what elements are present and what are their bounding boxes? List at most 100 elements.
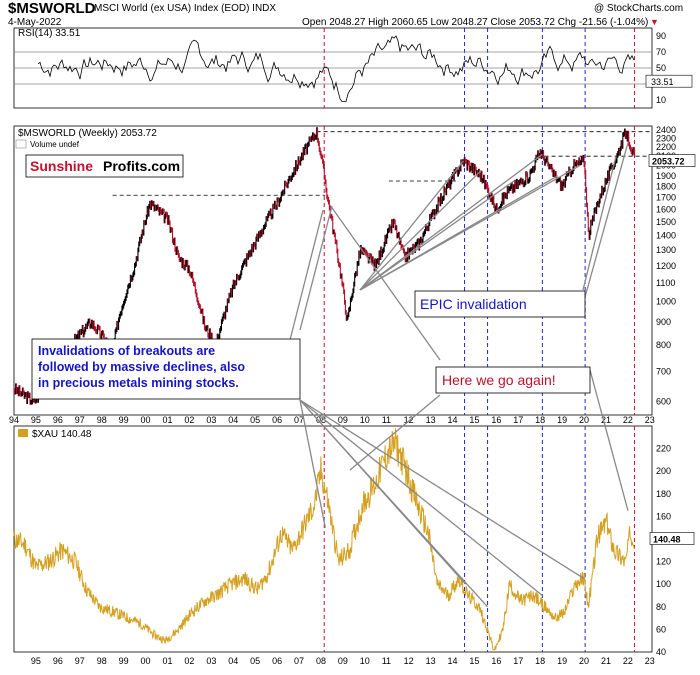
year-tick-label: 06 bbox=[272, 656, 282, 666]
callout-pointer bbox=[359, 160, 464, 291]
year-tick-label: 00 bbox=[141, 415, 151, 425]
year-tick-label: 05 bbox=[250, 415, 260, 425]
callout-pointer bbox=[299, 399, 326, 528]
year-tick-label: 02 bbox=[184, 415, 194, 425]
year-tick-label: 22 bbox=[623, 415, 633, 425]
year-tick-label: 02 bbox=[184, 656, 194, 666]
year-tick-label: 03 bbox=[206, 415, 216, 425]
year-tick-label: 94 bbox=[9, 415, 19, 425]
callout-pointer bbox=[582, 156, 617, 291]
year-tick-label: 03 bbox=[206, 656, 216, 666]
callout-pointer bbox=[299, 205, 333, 331]
price-value-tag-box bbox=[648, 154, 696, 167]
xau-tick-label: 40 bbox=[656, 647, 666, 657]
price-tick-label: 1300 bbox=[656, 245, 676, 255]
xau-tick-label: 120 bbox=[656, 557, 671, 567]
callout-pointer bbox=[299, 399, 585, 580]
year-tick-label: 19 bbox=[557, 656, 567, 666]
year-tick-label: 01 bbox=[162, 415, 172, 425]
year-tick-label: 05 bbox=[250, 656, 260, 666]
xau-line bbox=[13, 428, 636, 651]
xau-tick-label: 200 bbox=[656, 466, 671, 476]
xau-tick-label: 100 bbox=[656, 579, 671, 589]
year-tick-label: 13 bbox=[426, 415, 436, 425]
price-tick-label: 1700 bbox=[656, 193, 676, 203]
year-tick-label: 14 bbox=[447, 415, 457, 425]
chart-symbol: $MSWORLD bbox=[8, 0, 96, 17]
again-box bbox=[435, 366, 591, 394]
year-tick-label: 98 bbox=[97, 656, 107, 666]
year-tick-label: 19 bbox=[557, 415, 567, 425]
price-tick-label: 1400 bbox=[656, 231, 676, 241]
year-tick-label: 16 bbox=[491, 656, 501, 666]
price-tick-label: 2400 bbox=[656, 125, 676, 135]
again-text: Here we go again! bbox=[442, 372, 556, 388]
xau-tick-label: 60 bbox=[656, 624, 666, 634]
rsi-value-tag: 33.51 bbox=[651, 77, 674, 87]
rsi-tick-label: 10 bbox=[656, 95, 666, 105]
year-tick-label: 08 bbox=[316, 656, 326, 666]
xau-legend-swatch bbox=[18, 429, 28, 437]
price-tick-label: 2300 bbox=[656, 133, 676, 143]
year-tick-label: 10 bbox=[360, 656, 370, 666]
callout-pointer bbox=[329, 204, 441, 361]
year-tick-label: 21 bbox=[601, 656, 611, 666]
callout-pointer bbox=[359, 170, 482, 291]
year-tick-label: 96 bbox=[53, 656, 63, 666]
year-tick-label: 14 bbox=[447, 656, 457, 666]
year-tick-label: 12 bbox=[404, 656, 414, 666]
year-tick-label: 07 bbox=[294, 656, 304, 666]
rsi-tick-label: 50 bbox=[656, 63, 666, 73]
year-tick-label: 13 bbox=[426, 656, 436, 666]
brand-part2: Profits.com bbox=[103, 158, 180, 174]
year-tick-label: 09 bbox=[338, 415, 348, 425]
chart-description: MSCI World (ex USA) Index (EOD) INDX bbox=[94, 3, 277, 14]
xau-panel-label: $XAU 140.48 bbox=[32, 429, 92, 440]
price-tick-label: 700 bbox=[656, 366, 671, 376]
year-tick-label: 96 bbox=[53, 415, 63, 425]
attribution: @ StockCharts.com bbox=[594, 3, 684, 14]
year-tick-label: 01 bbox=[162, 656, 172, 666]
callout-pointer bbox=[349, 394, 441, 471]
xau-tick-label: 180 bbox=[656, 489, 671, 499]
callout-pointer bbox=[359, 153, 543, 291]
year-tick-label: 17 bbox=[513, 656, 523, 666]
callout-pointer bbox=[289, 209, 324, 341]
year-tick-label: 18 bbox=[535, 656, 545, 666]
price-panel-frame bbox=[13, 125, 653, 416]
epic-text: EPIC invalidation bbox=[420, 296, 527, 312]
year-tick-label: 00 bbox=[141, 656, 151, 666]
price-tick-label: 800 bbox=[656, 340, 671, 350]
year-tick-label: 04 bbox=[228, 656, 238, 666]
xau-tick-label: 220 bbox=[656, 444, 671, 454]
price-tick-label: 2200 bbox=[656, 142, 676, 152]
quote-summary: Open 2048.27 High 2060.65 Low 2048.27 Cl… bbox=[302, 17, 649, 28]
xau-tick-label: 160 bbox=[656, 511, 671, 521]
year-tick-label: 11 bbox=[382, 415, 391, 425]
year-tick-label: 08 bbox=[316, 415, 326, 425]
year-tick-label: 95 bbox=[31, 415, 41, 425]
price-tick-label: 1900 bbox=[656, 171, 676, 181]
year-tick-label: 10 bbox=[360, 415, 370, 425]
invalidations-text-line: followed by massive declines, also bbox=[38, 360, 245, 374]
callout-pointer bbox=[579, 142, 629, 316]
xau-value-tag: 140.48 bbox=[653, 534, 681, 544]
price-tick-label: 1000 bbox=[656, 296, 676, 306]
rsi-panel-label: RSI(14) 33.51 bbox=[18, 28, 81, 39]
callout-pointer bbox=[299, 399, 543, 597]
price-tick-label: 1500 bbox=[656, 217, 676, 227]
rsi-line bbox=[37, 35, 635, 102]
rsi-tick-label: 70 bbox=[656, 47, 666, 57]
epic-box bbox=[414, 290, 586, 318]
year-tick-label: 06 bbox=[272, 415, 282, 425]
year-tick-label: 15 bbox=[469, 415, 479, 425]
year-tick-label: 20 bbox=[579, 656, 589, 666]
year-tick-label: 17 bbox=[513, 415, 523, 425]
price-panel-label: $MSWORLD (Weekly) 2053.72 bbox=[18, 128, 157, 139]
rsi-value-tag-box bbox=[645, 74, 693, 88]
callout-pointers bbox=[289, 142, 629, 608]
year-tick-label: 09 bbox=[338, 656, 348, 666]
year-tick-label: 11 bbox=[382, 656, 391, 666]
price-tick-label: 600 bbox=[656, 396, 671, 406]
